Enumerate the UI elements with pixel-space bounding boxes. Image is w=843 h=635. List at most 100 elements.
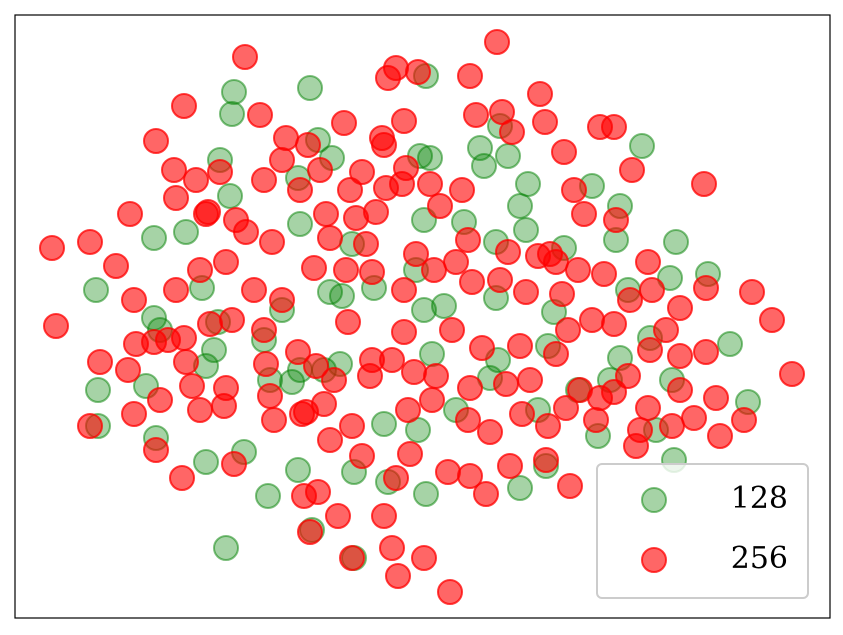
point: [471, 153, 497, 179]
point: [401, 359, 427, 385]
point: [307, 157, 333, 183]
point: [313, 201, 339, 227]
point: [484, 29, 510, 55]
point: [363, 199, 389, 225]
point: [623, 433, 649, 459]
point: [667, 295, 693, 321]
point: [507, 333, 533, 359]
point: [455, 407, 481, 433]
point: [349, 159, 375, 185]
point: [515, 171, 541, 197]
point: [217, 183, 243, 209]
point: [173, 219, 199, 245]
point: [187, 257, 213, 283]
point: [635, 249, 661, 275]
legend-label: 256: [731, 541, 788, 576]
point: [255, 483, 281, 509]
point: [371, 411, 397, 437]
point: [211, 393, 237, 419]
point: [477, 419, 503, 445]
point: [221, 79, 247, 105]
point: [353, 231, 379, 257]
point: [495, 143, 521, 169]
point: [579, 307, 605, 333]
point: [437, 579, 463, 605]
point: [337, 177, 363, 203]
point: [311, 391, 337, 417]
legend: 128 256: [596, 463, 809, 599]
point: [143, 437, 169, 463]
point: [691, 171, 717, 197]
point: [303, 353, 329, 379]
point: [495, 239, 521, 265]
point: [417, 145, 443, 171]
point: [261, 407, 287, 433]
point: [487, 267, 513, 293]
point: [423, 363, 449, 389]
point: [419, 387, 445, 413]
point: [273, 125, 299, 151]
point: [557, 473, 583, 499]
point: [333, 257, 359, 283]
point: [383, 465, 409, 491]
point: [171, 325, 197, 351]
point: [173, 349, 199, 375]
point: [571, 201, 597, 227]
point: [121, 401, 147, 427]
legend-label: 128: [731, 481, 788, 516]
point: [455, 227, 481, 253]
point: [693, 339, 719, 365]
point: [379, 347, 405, 373]
point: [637, 337, 663, 363]
point: [693, 275, 719, 301]
point: [317, 225, 343, 251]
point: [421, 257, 447, 283]
point: [603, 207, 629, 233]
point: [121, 287, 147, 313]
point: [241, 277, 267, 303]
point: [247, 102, 273, 128]
point: [287, 211, 313, 237]
point: [163, 277, 189, 303]
point: [117, 201, 143, 227]
point: [619, 157, 645, 183]
point: [439, 317, 465, 343]
point: [411, 297, 437, 323]
point: [417, 171, 443, 197]
point: [197, 311, 223, 337]
point: [663, 229, 689, 255]
point: [509, 401, 535, 427]
point: [391, 277, 417, 303]
point: [667, 343, 693, 369]
point: [391, 319, 417, 345]
point: [403, 241, 429, 267]
point: [233, 219, 259, 245]
point: [513, 279, 539, 305]
point: [543, 341, 569, 367]
point: [657, 265, 683, 291]
point: [549, 281, 575, 307]
point: [527, 81, 553, 107]
point: [305, 479, 331, 505]
point: [329, 283, 355, 309]
point: [371, 503, 397, 529]
point: [457, 463, 483, 489]
point: [659, 413, 685, 439]
point: [201, 337, 227, 363]
point: [397, 441, 423, 467]
point: [301, 255, 327, 281]
point: [391, 108, 417, 134]
point: [171, 93, 197, 119]
legend-marker: [641, 487, 667, 513]
point: [269, 287, 295, 313]
point: [469, 335, 495, 361]
point: [339, 545, 365, 571]
point: [551, 139, 577, 165]
point: [221, 451, 247, 477]
point: [601, 311, 627, 337]
point: [169, 465, 195, 491]
point: [251, 317, 277, 343]
point: [77, 229, 103, 255]
point: [411, 545, 437, 571]
point: [707, 423, 733, 449]
